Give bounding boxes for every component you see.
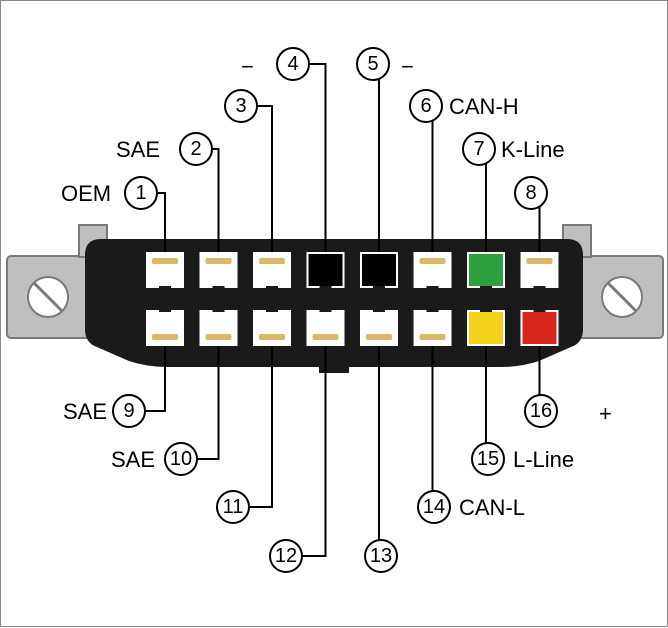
svg-text:OEM: OEM [61, 181, 111, 206]
svg-text:7: 7 [473, 138, 484, 160]
obd2-pinout-diagram: { "canvas": { "width": 668, "height": 62… [0, 0, 668, 627]
svg-text:CAN-H: CAN-H [449, 94, 519, 119]
svg-text:CAN-L: CAN-L [459, 495, 525, 520]
svg-text:−: − [401, 54, 414, 79]
svg-text:2: 2 [190, 138, 201, 160]
callout-pin-7: 7 K-Line [463, 133, 565, 252]
svg-text:SAE: SAE [111, 447, 155, 472]
svg-text:SAE: SAE [63, 399, 107, 424]
svg-text:+: + [599, 401, 612, 426]
svg-text:14: 14 [423, 496, 445, 518]
callout-pin-11: 11 [217, 346, 272, 523]
svg-text:6: 6 [420, 95, 431, 117]
svg-text:10: 10 [170, 448, 192, 470]
svg-text:13: 13 [370, 545, 392, 567]
callout-pin-13: 13 [365, 346, 397, 572]
callout-pin-14: 14 CAN-L [418, 346, 525, 523]
svg-text:4: 4 [287, 53, 298, 75]
svg-text:L-Line: L-Line [513, 447, 574, 472]
svg-text:5: 5 [367, 53, 378, 75]
svg-text:K-Line: K-Line [501, 137, 565, 162]
callout-pin-12: 12 [270, 346, 326, 572]
svg-text:3: 3 [235, 95, 246, 117]
svg-text:9: 9 [123, 400, 134, 422]
callout-pin-4: 4− [241, 48, 326, 252]
svg-text:SAE: SAE [116, 137, 160, 162]
svg-text:12: 12 [275, 545, 297, 567]
svg-text:15: 15 [477, 448, 499, 470]
svg-text:8: 8 [525, 182, 536, 204]
svg-text:−: − [241, 54, 254, 79]
callout-pin-6: 6 CAN-H [410, 90, 519, 252]
svg-text:16: 16 [530, 400, 552, 422]
diagram-svg: 1OEM2SAE34−5−6CAN-H7K-Line89SAE10SAE1112… [1, 1, 668, 628]
svg-text:11: 11 [223, 496, 244, 518]
svg-text:1: 1 [135, 182, 146, 204]
callout-pin-3: 3 [225, 90, 272, 252]
callout-pin-5: 5− [357, 48, 414, 252]
